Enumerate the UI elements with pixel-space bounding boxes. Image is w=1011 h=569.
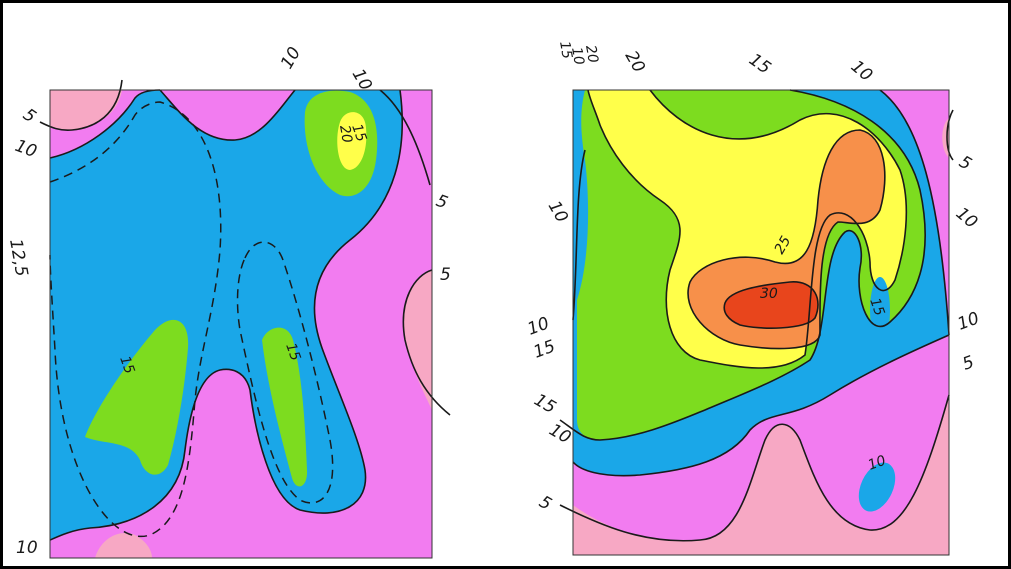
left-label-5-right-top: 5	[433, 191, 450, 213]
right-label-5-right: 5	[956, 152, 975, 175]
left-isoline-5-right	[402, 269, 451, 416]
left-label-5-topleft: 5	[19, 105, 39, 128]
right-isoline-5	[559, 394, 950, 542]
right-band-10-15-oval	[870, 277, 890, 343]
right-label-10-left: 10	[544, 198, 572, 227]
left-band-0-5-bottom	[95, 532, 152, 558]
left-band-0-5-right	[403, 270, 432, 410]
right-label-15-topleft: 15	[556, 40, 575, 60]
right-isoline-20	[587, 89, 908, 369]
left-band-0-5-topleft	[50, 90, 122, 131]
right-label-5-bottom: 5	[536, 492, 555, 515]
right-band-0-5-bottom	[573, 395, 949, 555]
right-label-10-island: 10	[866, 453, 888, 474]
right-label-10-topright: 10	[847, 57, 876, 86]
left-isoline-12-5-strip	[236, 241, 334, 504]
left-isoline-12-5-main	[49, 101, 222, 538]
right-isoline-10-lower	[572, 334, 950, 477]
left-label-15-center: 15	[116, 354, 137, 376]
right-isoline-30	[723, 281, 819, 329]
right-label-10-leftmid: 10	[525, 314, 552, 340]
left-band-15-20-strip	[262, 327, 308, 487]
right-label-10-right: 10	[952, 204, 981, 233]
left-band-15-20-center	[85, 319, 189, 475]
left-label-15-strip: 15	[282, 341, 303, 363]
right-label-30: 30	[760, 286, 778, 302]
right-label-15-oval: 15	[866, 296, 887, 318]
left-contour-map: 5 10 10 10 15 20 5 12,5 5 15 15 10	[5, 44, 451, 559]
right-label-15-leftlow: 15	[531, 390, 560, 418]
left-label-5-right: 5	[440, 265, 451, 285]
left-isoline-5-top	[379, 89, 431, 186]
right-isoline-15	[559, 89, 926, 441]
right-label-10-topleft: 10	[568, 46, 587, 66]
right-isoline-10-top-right	[946, 109, 954, 161]
right-contour-map: 15 10 20 20 15 10 5 10 10 25 30 15 10 15…	[525, 40, 982, 556]
right-label-25: 25	[772, 233, 795, 257]
right-label-5-rightmid: 5	[960, 352, 977, 374]
right-band-30-plus	[724, 281, 818, 329]
right-band-10-15-island	[858, 462, 896, 512]
left-label-12-5: 12,5	[5, 237, 31, 278]
right-label-20-topleft: 20	[582, 44, 601, 64]
left-map-border	[49, 89, 433, 559]
right-isoline-25	[687, 129, 886, 350]
left-isoline-5-topleft	[39, 79, 123, 131]
left-label-15-core: 15	[348, 122, 369, 144]
right-map-border	[572, 89, 950, 556]
left-isoline-10-right	[49, 89, 403, 541]
right-isoline-10-upper	[879, 89, 950, 336]
right-isoline-left-edge	[572, 149, 586, 321]
right-label-15-leftmid: 15	[531, 337, 558, 363]
left-label-20-core: 20	[336, 124, 355, 144]
right-label-10-rightmid: 10	[955, 309, 982, 335]
left-label-10-left: 10	[12, 136, 39, 162]
right-label-10-leftlow: 10	[546, 420, 575, 448]
right-label-15-top: 15	[745, 50, 774, 79]
left-label-10-bottom: 10	[16, 538, 38, 558]
left-band-20-25-core	[337, 112, 367, 170]
right-label-20-top: 20	[621, 48, 649, 77]
left-isoline-10-top	[159, 89, 296, 141]
left-isoline-10	[49, 89, 161, 159]
left-label-10-top: 10	[277, 44, 305, 73]
